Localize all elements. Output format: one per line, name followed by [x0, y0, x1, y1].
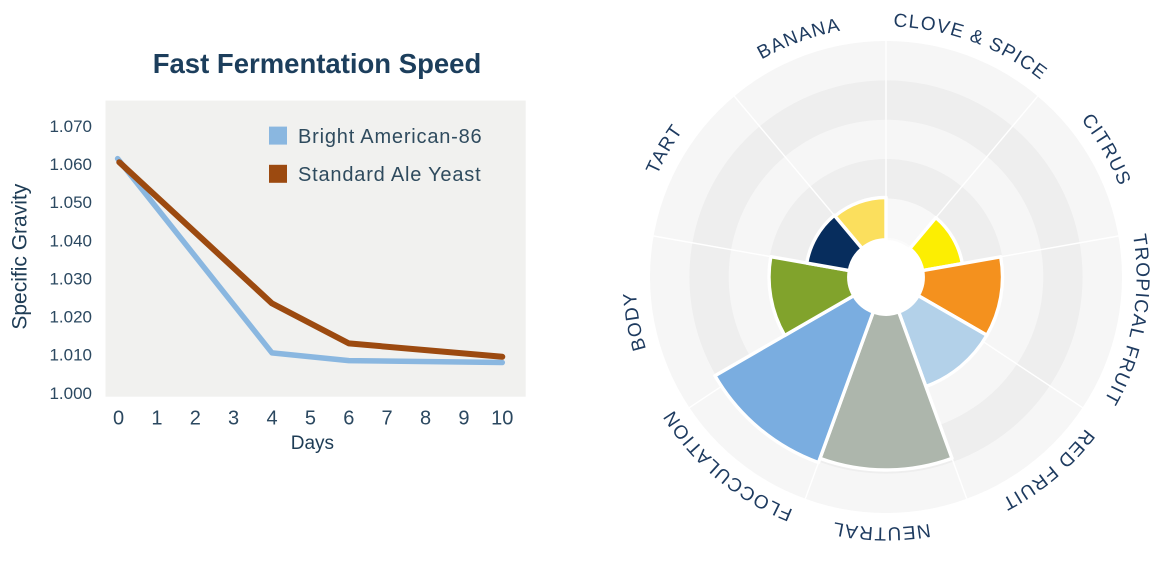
- svg-text:Fast Fermentation Speed: Fast Fermentation Speed: [153, 48, 482, 79]
- svg-text:0: 0: [113, 408, 124, 430]
- svg-text:1.060: 1.060: [49, 155, 92, 174]
- svg-text:1.030: 1.030: [49, 269, 92, 288]
- svg-text:Specific Gravity: Specific Gravity: [9, 183, 32, 329]
- svg-text:5: 5: [305, 408, 316, 430]
- svg-text:1.070: 1.070: [49, 117, 92, 136]
- svg-text:9: 9: [458, 408, 469, 430]
- svg-text:2: 2: [190, 408, 201, 430]
- svg-text:1.000: 1.000: [49, 384, 92, 403]
- svg-text:7: 7: [382, 408, 393, 430]
- svg-text:1.040: 1.040: [49, 231, 92, 250]
- svg-text:3: 3: [228, 408, 239, 430]
- svg-text:1.050: 1.050: [49, 193, 92, 212]
- svg-text:1.020: 1.020: [49, 308, 92, 327]
- svg-text:6: 6: [343, 408, 354, 430]
- svg-text:BODY: BODY: [620, 291, 651, 353]
- svg-text:Bright American-86: Bright American-86: [298, 126, 482, 148]
- svg-text:Days: Days: [291, 433, 334, 454]
- svg-text:10: 10: [491, 408, 513, 430]
- svg-text:NEUTRAL: NEUTRAL: [830, 517, 932, 544]
- svg-text:8: 8: [420, 408, 431, 430]
- svg-text:Standard Ale Yeast: Standard Ale Yeast: [298, 164, 481, 186]
- svg-text:4: 4: [266, 408, 277, 430]
- svg-text:1: 1: [151, 408, 162, 430]
- svg-text:1.010: 1.010: [49, 346, 92, 365]
